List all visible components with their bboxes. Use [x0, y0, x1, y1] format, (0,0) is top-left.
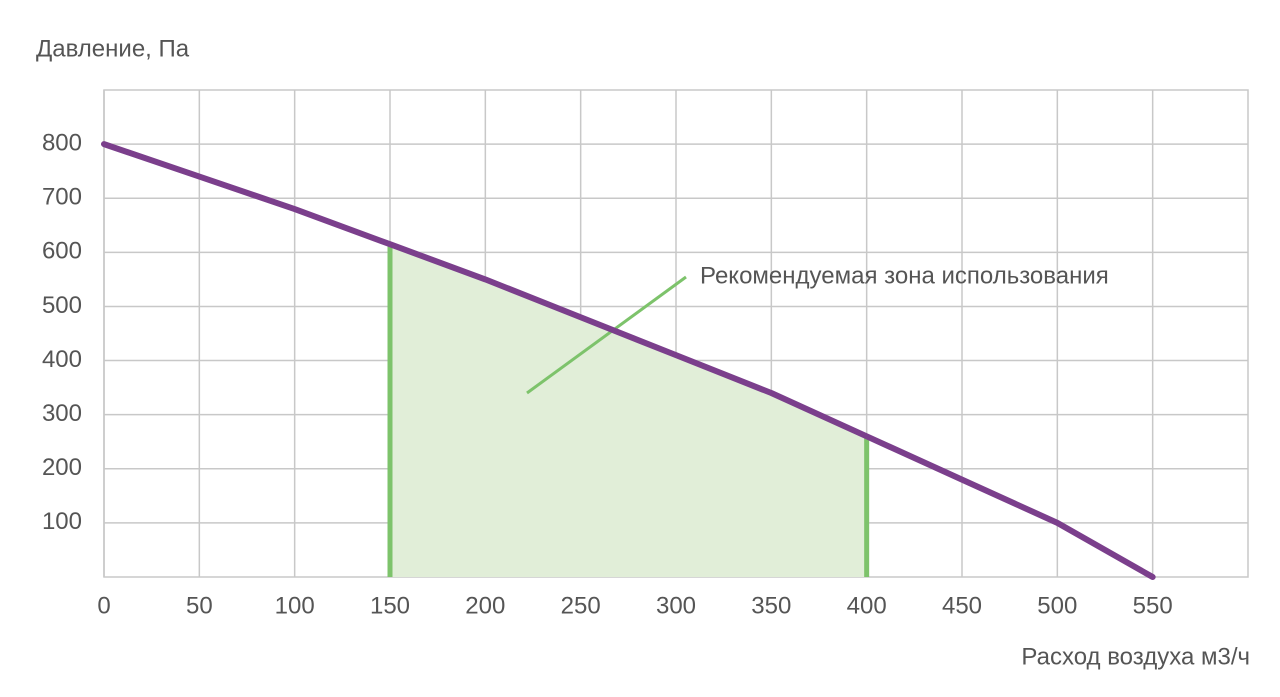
annotation-leader [526, 275, 687, 395]
y-tick-label: 700 [42, 184, 82, 211]
x-axis-label: Расход воздуха м3/ч [1021, 643, 1250, 670]
x-tick-label: 500 [1037, 592, 1077, 619]
x-tick-label: 300 [656, 592, 696, 619]
y-tick-label: 200 [42, 454, 82, 481]
recommended-zone [390, 244, 867, 577]
y-axis-label: Давление, Па [36, 35, 190, 62]
x-tick-label: 250 [561, 592, 601, 619]
x-tick-label: 150 [370, 592, 410, 619]
x-tick-label: 50 [186, 592, 213, 619]
x-tick-label: 100 [275, 592, 315, 619]
y-tick-label: 400 [42, 346, 82, 373]
x-tick-label: 350 [751, 592, 791, 619]
curve [101, 141, 1156, 580]
x-tick-label: 550 [1133, 592, 1173, 619]
x-tick-label: 450 [942, 592, 982, 619]
annotation: Рекомендуемая зона использования [700, 262, 1109, 289]
x-tick-label: 200 [465, 592, 505, 619]
y-tick-label: 300 [42, 400, 82, 427]
y-tick-label: 500 [42, 292, 82, 319]
x-tick-label: 0 [97, 592, 110, 619]
y-tick-label: 100 [42, 508, 82, 535]
y-tick-label: 600 [42, 238, 82, 265]
y-tick-label: 800 [42, 129, 82, 156]
x-tick-label: 400 [847, 592, 887, 619]
